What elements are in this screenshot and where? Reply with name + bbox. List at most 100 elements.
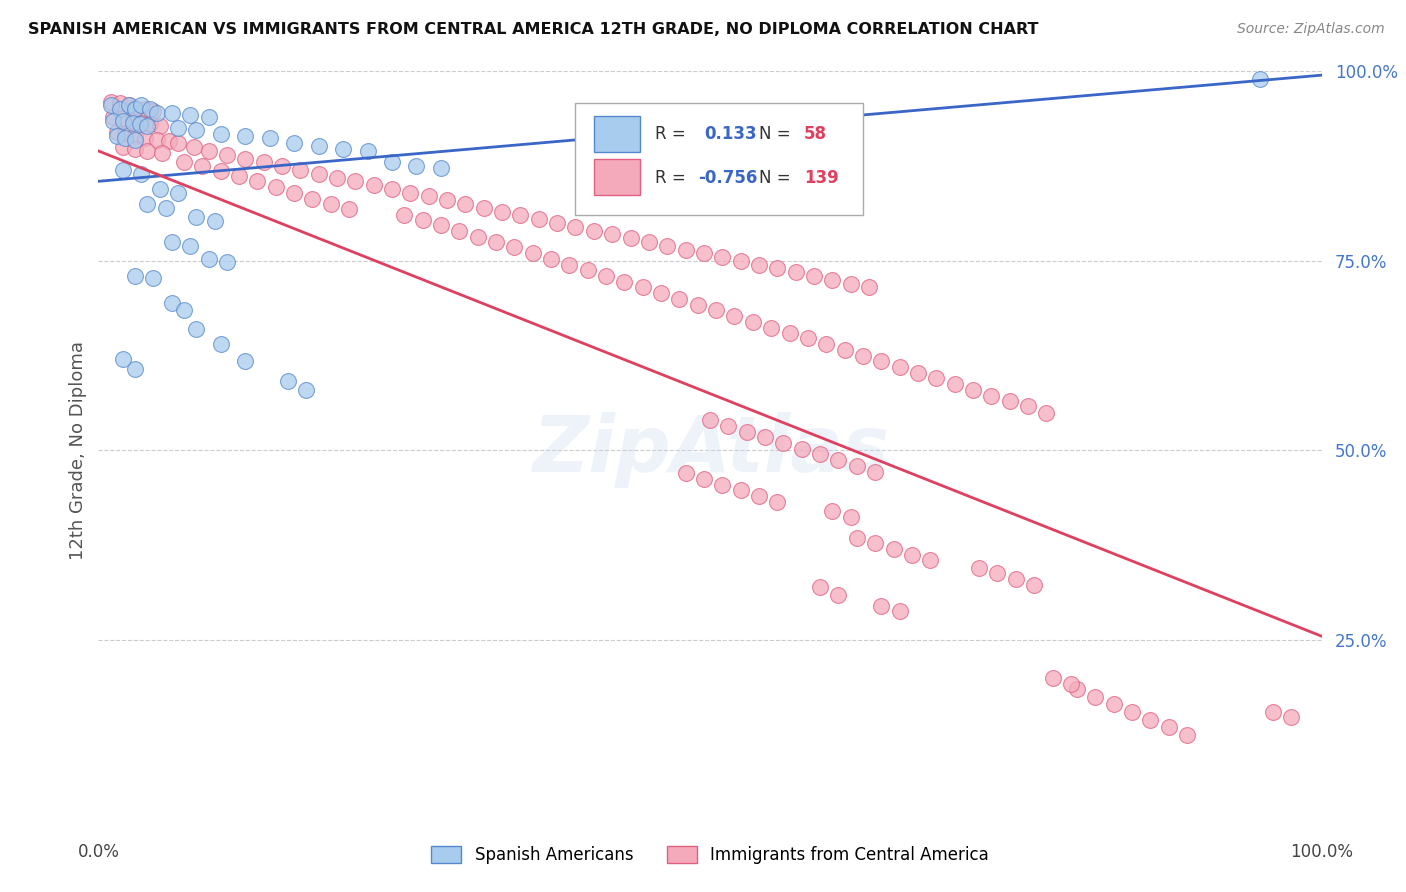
Point [600, 227, 623, 242]
Point [308, 167, 330, 181]
Point [675, 243, 697, 257]
Point [146, 132, 169, 146]
Point [699, 413, 721, 427]
Point [134, 131, 156, 145]
Point [209, 127, 232, 141]
Point [1004, 573, 1026, 587]
Text: 58: 58 [804, 125, 827, 144]
Point [111, 163, 134, 178]
Point [290, 163, 312, 178]
Point [197, 144, 219, 158]
Point [105, 125, 128, 139]
Point [246, 174, 269, 188]
Point [430, 218, 453, 232]
Point [748, 258, 770, 272]
Point [430, 161, 453, 176]
Point [124, 132, 146, 146]
Point [834, 343, 856, 358]
Point [167, 136, 190, 151]
Point [363, 178, 385, 193]
FancyBboxPatch shape [593, 116, 640, 153]
Point [110, 103, 132, 117]
Point [233, 128, 256, 143]
Point [209, 164, 232, 178]
Text: N =: N = [759, 169, 790, 186]
Point [118, 98, 141, 112]
Point [101, 113, 124, 128]
Point [124, 128, 146, 143]
Point [467, 229, 489, 244]
Point [186, 210, 208, 224]
Point [925, 371, 948, 385]
Point [1084, 690, 1107, 704]
Point [197, 110, 219, 124]
Point [332, 142, 354, 156]
Point [167, 186, 190, 200]
Point [129, 116, 152, 130]
Point [1024, 578, 1046, 592]
Point [142, 103, 165, 118]
Point [399, 186, 422, 200]
Point [491, 204, 513, 219]
Text: 139: 139 [804, 169, 839, 186]
Point [356, 144, 378, 158]
Point [883, 542, 905, 557]
Point [183, 140, 205, 154]
Point [808, 580, 831, 594]
Point [259, 131, 281, 145]
Point [179, 238, 201, 253]
Point [204, 214, 226, 228]
Point [901, 548, 924, 562]
Point [129, 117, 152, 131]
Point [209, 337, 232, 351]
Point [111, 352, 134, 367]
Point [772, 436, 794, 450]
Point [233, 152, 256, 166]
Point [449, 223, 471, 237]
Point [741, 314, 763, 328]
Point [522, 246, 544, 260]
Point [111, 113, 134, 128]
Point [1066, 682, 1088, 697]
Point [1261, 705, 1284, 719]
Point [821, 273, 844, 287]
Point [228, 169, 250, 183]
Point [136, 144, 159, 158]
Point [319, 197, 342, 211]
Point [1249, 72, 1271, 87]
Point [808, 447, 831, 461]
Point [815, 337, 838, 351]
Point [283, 186, 305, 200]
Point [124, 361, 146, 376]
Point [711, 477, 734, 491]
Point [637, 235, 661, 249]
Point [381, 182, 404, 196]
Point [863, 465, 886, 479]
Point [870, 599, 893, 613]
Text: 0.133: 0.133 [704, 125, 756, 144]
Point [173, 155, 195, 169]
Point [100, 95, 122, 109]
Point [1035, 405, 1057, 420]
Point [277, 374, 299, 388]
Point [527, 212, 550, 227]
Point [766, 261, 789, 276]
Point [129, 167, 152, 181]
Text: SPANISH AMERICAN VS IMMIGRANTS FROM CENTRAL AMERICA 12TH GRADE, NO DIPLOMA CORRE: SPANISH AMERICAN VS IMMIGRANTS FROM CENT… [28, 22, 1039, 37]
Legend: Spanish Americans, Immigrants from Central America: Spanish Americans, Immigrants from Centr… [425, 839, 995, 871]
Point [150, 146, 173, 161]
Point [998, 394, 1021, 409]
Y-axis label: 12th Grade, No Diploma: 12th Grade, No Diploma [69, 341, 87, 560]
Point [889, 359, 911, 375]
Point [863, 536, 886, 550]
Point [582, 223, 605, 237]
Point [845, 458, 868, 473]
Point [821, 504, 844, 518]
Point [160, 295, 183, 310]
Point [693, 472, 716, 486]
Point [650, 285, 672, 300]
Point [962, 383, 984, 397]
Point [1139, 713, 1161, 727]
Point [191, 159, 214, 173]
Point [730, 483, 752, 497]
